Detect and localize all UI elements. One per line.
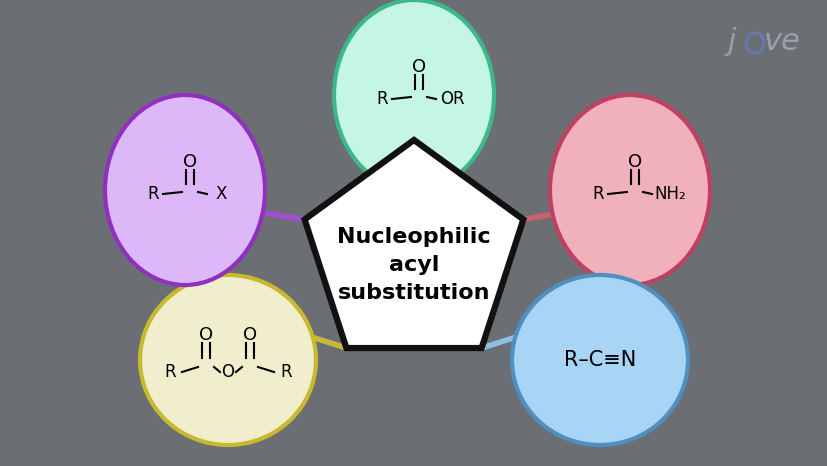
Polygon shape	[304, 140, 523, 348]
Ellipse shape	[511, 275, 687, 445]
Text: ve: ve	[762, 27, 800, 56]
Text: O: O	[627, 153, 641, 171]
Text: O: O	[222, 363, 234, 381]
Text: R: R	[591, 185, 603, 203]
Text: OR: OR	[439, 90, 464, 108]
Text: R: R	[147, 185, 159, 203]
Text: O: O	[412, 58, 426, 76]
Text: R: R	[280, 363, 291, 381]
Ellipse shape	[105, 95, 265, 285]
Text: O: O	[242, 326, 256, 344]
Ellipse shape	[333, 0, 494, 190]
Text: R: R	[164, 363, 175, 381]
Text: R: R	[375, 90, 387, 108]
Text: R–C≡N: R–C≡N	[563, 350, 635, 370]
Text: X: X	[215, 185, 227, 203]
Text: O: O	[183, 153, 197, 171]
Text: Nucleophilic
acyl
substitution: Nucleophilic acyl substitution	[337, 227, 490, 303]
Ellipse shape	[140, 275, 316, 445]
Ellipse shape	[549, 95, 709, 285]
Text: NH₂: NH₂	[653, 185, 685, 203]
Text: O: O	[198, 326, 213, 344]
Text: j: j	[727, 27, 735, 56]
